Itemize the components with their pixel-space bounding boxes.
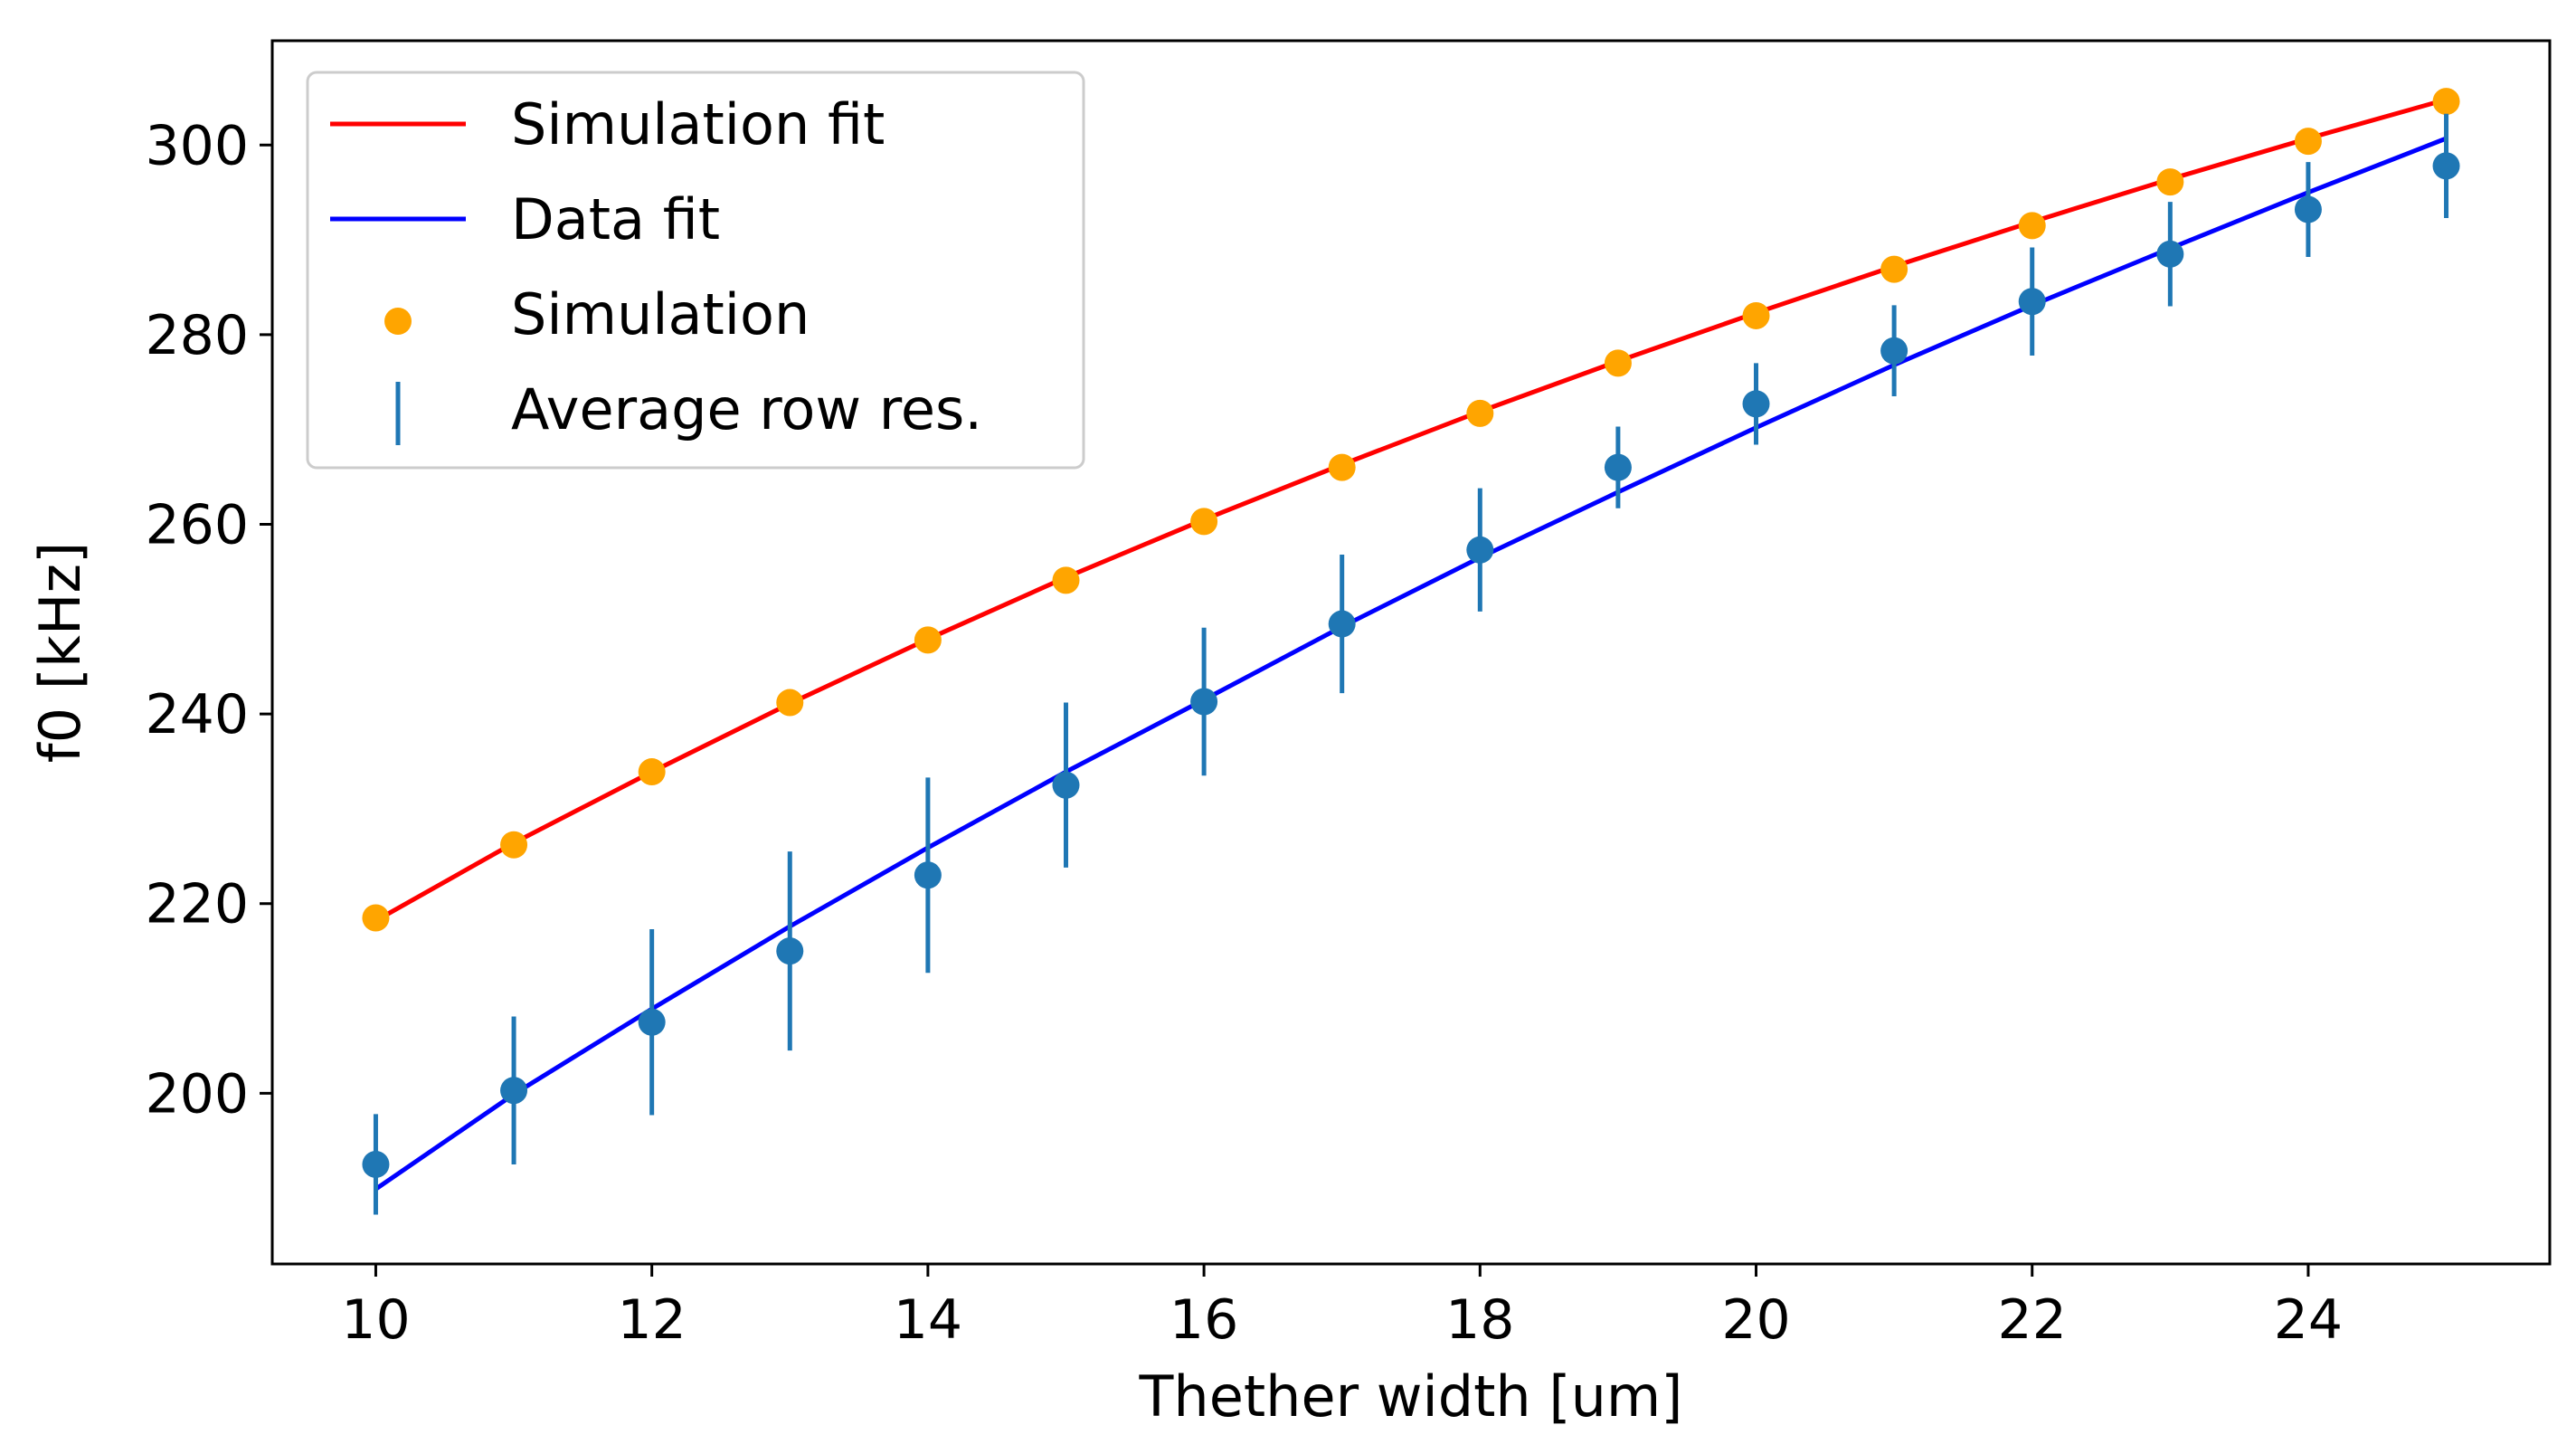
y-tick-label: 220 xyxy=(145,873,249,936)
simulation-point xyxy=(500,831,528,859)
x-tick-label: 16 xyxy=(1170,1288,1238,1352)
simulation-point xyxy=(638,758,666,786)
simulation-point xyxy=(1742,301,1770,329)
x-tick-label: 18 xyxy=(1445,1288,1514,1352)
legend-label: Data fit xyxy=(511,186,720,252)
data-point xyxy=(638,1008,666,1036)
simulation-point xyxy=(1190,508,1218,536)
data-point xyxy=(1328,610,1356,638)
data-point xyxy=(1604,453,1632,481)
data-point xyxy=(1466,536,1494,564)
legend-frame xyxy=(306,71,1085,470)
legend-label: Simulation xyxy=(511,281,810,347)
simulation-point xyxy=(1052,566,1080,594)
x-tick-label: 14 xyxy=(894,1288,962,1352)
simulation-point xyxy=(914,626,942,654)
data-point xyxy=(1742,390,1770,418)
simulation-point xyxy=(2018,212,2046,240)
ticks-layer: 10 12 14 16 18 20 22 24 200 220 240 260 280 300 xyxy=(145,114,2343,1352)
x-tick-label: 20 xyxy=(1721,1288,1790,1352)
data-point xyxy=(1190,688,1218,716)
data-point xyxy=(1052,771,1080,799)
simulation-point xyxy=(1604,349,1632,377)
series-line-simulation-fit xyxy=(374,97,2448,923)
legend-label: Average row res. xyxy=(511,376,982,442)
x-tick-label: 10 xyxy=(341,1288,410,1352)
simulation-point xyxy=(362,904,390,932)
y-tick-label: 300 xyxy=(145,114,249,177)
data-point xyxy=(362,1150,390,1178)
y-tick-label: 280 xyxy=(145,304,249,367)
data-point xyxy=(2156,240,2184,268)
series-layer xyxy=(362,88,2460,1215)
legend-swatch-marker xyxy=(384,308,412,335)
y-tick-label: 260 xyxy=(145,494,249,557)
simulation-point xyxy=(2294,128,2322,156)
simulation-point xyxy=(2156,168,2184,196)
x-tick-label: 12 xyxy=(617,1288,686,1352)
data-point xyxy=(2294,195,2322,223)
x-axis-title: Thether width [um] xyxy=(1139,1363,1683,1430)
data-point xyxy=(1880,337,1908,365)
simulation-point xyxy=(1466,399,1494,427)
legend: Simulation fit Data fit Simulation Average … xyxy=(306,71,1085,470)
x-tick-label: 22 xyxy=(1998,1288,2067,1352)
legend-label: Simulation fit xyxy=(511,91,885,157)
series-line-data-fit xyxy=(374,136,2448,1192)
y-tick-label: 200 xyxy=(145,1062,249,1126)
data-point xyxy=(2432,152,2460,180)
data-point xyxy=(500,1077,528,1105)
data-point xyxy=(2018,288,2046,316)
x-tick-label: 24 xyxy=(2274,1288,2343,1352)
simulation-point xyxy=(776,689,804,717)
data-point xyxy=(776,937,804,965)
axes-frame xyxy=(270,39,2552,1266)
legend-entries: Simulation fit Data fit Simulation Average … xyxy=(330,91,982,445)
simulation-point xyxy=(1328,453,1356,481)
y-axis-title: f0 [kHz] xyxy=(27,542,93,763)
data-point xyxy=(914,861,942,889)
simulation-point xyxy=(2432,88,2460,116)
simulation-point xyxy=(1880,255,1908,283)
y-tick-label: 240 xyxy=(145,683,249,746)
